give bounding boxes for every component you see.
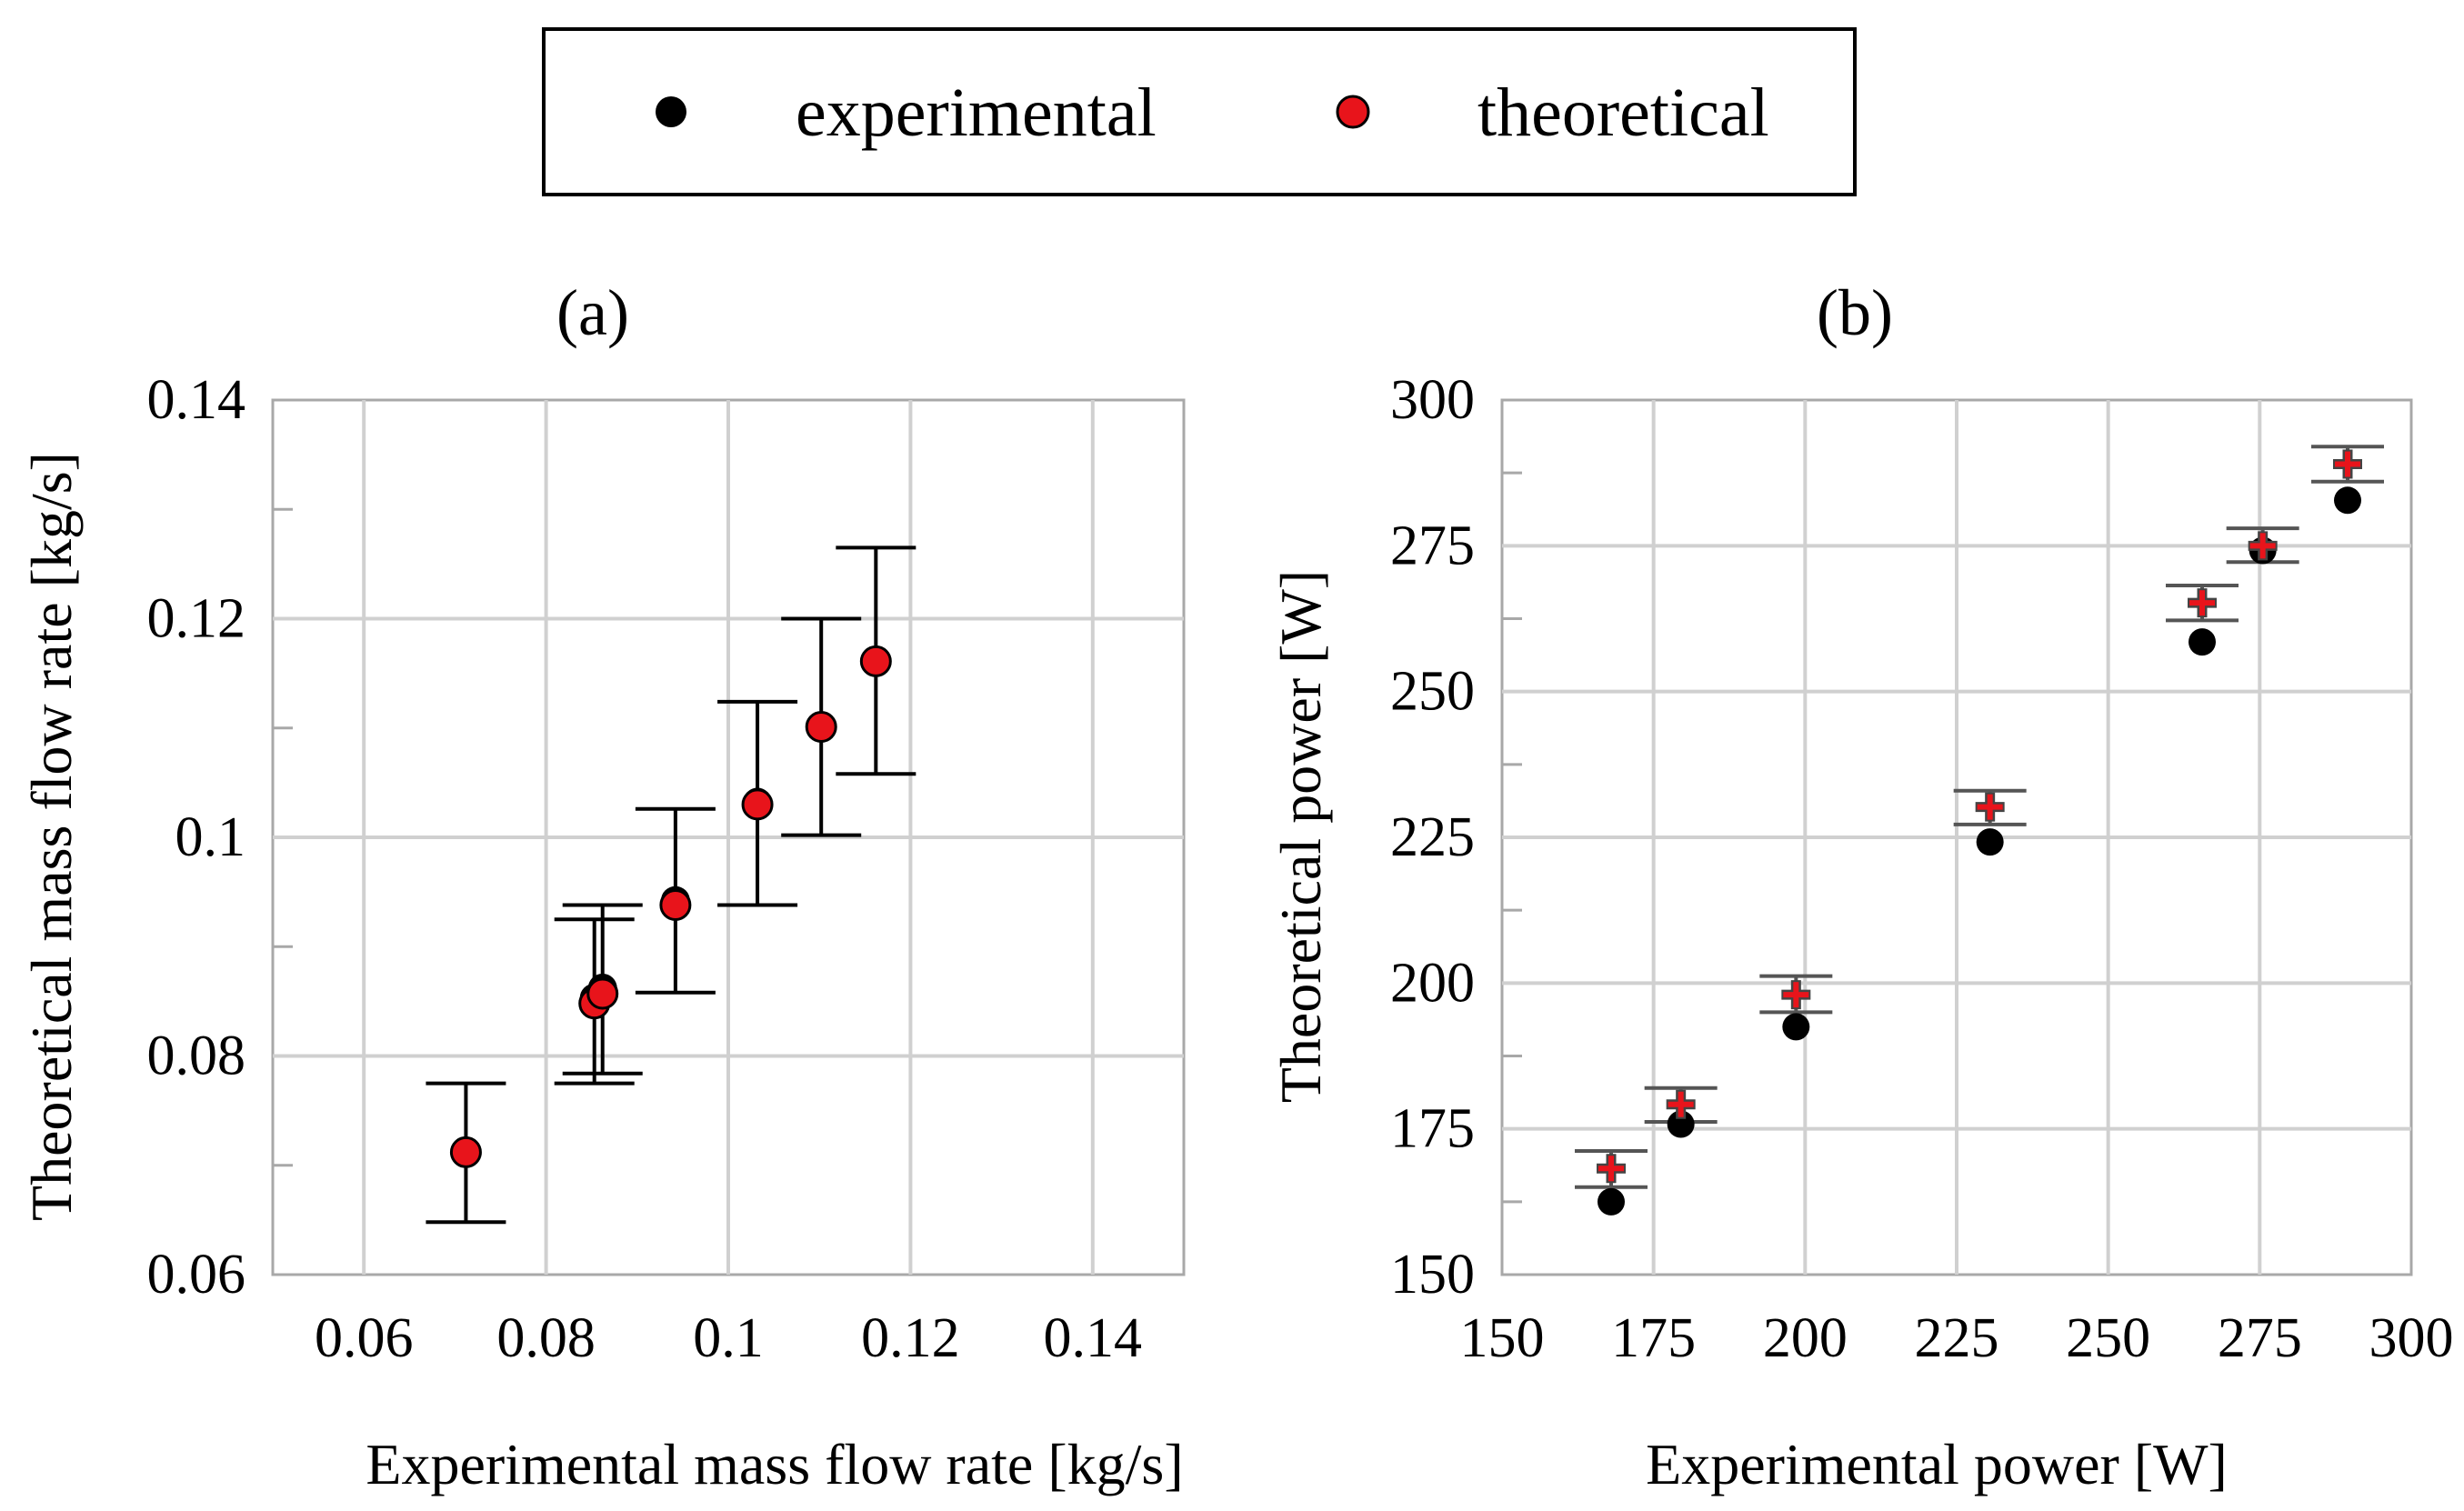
panel-a-y-axis-title: Theoretical mass flow rate [kg/s]: [19, 452, 84, 1221]
panel-b-theoretical-point: [1597, 1154, 1626, 1184]
panel-a: (a) 0.06 0.08 0.1 0.12 0.140.060.080.10.120.…: [19, 276, 1186, 1496]
panel-a-theoretical-point: [659, 889, 692, 922]
panel-b-y-tick-label: 150: [1390, 1244, 1475, 1306]
panel-b-experimental-point: [2189, 628, 2216, 656]
panel-b-marks: [1575, 445, 2384, 1216]
panel-a-y-tick-label: 0.08: [147, 1026, 246, 1087]
panel-b-y-axis-title: Theoretical power [W]: [1268, 570, 1333, 1103]
legend-experimental-marker: [656, 96, 686, 127]
panel-a-x-tick-label: 0.12: [861, 1307, 960, 1369]
panel-a-x-tick-label: 0.06: [315, 1307, 414, 1369]
panel-a-x-axis-title: Experimental mass flow rate [kg/s]: [366, 1432, 1183, 1496]
panel-a-y-tick-label: 0.1: [175, 806, 246, 868]
panel-a-ticks: 0.06 0.08 0.1 0.12 0.14 0.06 0.08 0.1 0.12 0.14: [147, 369, 1143, 1369]
panel-a-theoretical-point: [741, 788, 774, 821]
panel-b-experimental-point: [1976, 828, 2004, 856]
panel-b-x-axis-title: Experimental power [W]: [1646, 1432, 2228, 1496]
panel-b-x-tick-label: 175: [1611, 1307, 1696, 1369]
legend-theoretical-marker: [1336, 95, 1370, 129]
panel-a-theoretical-point: [805, 711, 837, 744]
panel-b: (b) 150 175 200 225 250 275 300 150 175 200 225 250…: [1268, 276, 2454, 1496]
legend: experimental theoretical: [542, 27, 1857, 196]
panel-b-experimental-point: [1598, 1187, 1625, 1216]
panel-a-theoretical-point: [449, 1136, 482, 1168]
panel-a-title: (a): [556, 276, 629, 349]
panel-a-y-tick-label: 0.14: [147, 369, 246, 431]
legend-box: [542, 27, 1857, 196]
panel-b-experimental-point: [1667, 1110, 1695, 1138]
legend-experimental-label: experimental: [796, 75, 1157, 151]
panel-b-theoretical-point: [1666, 1089, 1696, 1119]
panel-b-theoretical-point: [1781, 980, 1811, 1010]
panel-b-theoretical-point: [2248, 531, 2278, 561]
legend-theoretical-label: theoretical: [1477, 75, 1769, 151]
panel-b-x-tick-label: 200: [1763, 1307, 1848, 1369]
panel-b-theoretical-point: [1975, 792, 2005, 822]
panel-b-x-tick-label: 300: [2369, 1307, 2454, 1369]
panel-b-y-tick-label: 225: [1390, 806, 1475, 868]
panel-a-x-tick-label: 0.14: [1044, 1307, 1143, 1369]
panel-b-x-tick-label: 275: [2218, 1307, 2302, 1369]
panel-b-title: (b): [1817, 276, 1893, 349]
panel-b-theoretical-point: [2188, 588, 2217, 618]
panel-b-experimental-point: [1782, 1013, 1810, 1041]
panel-a-x-tick-label: 0.1: [693, 1307, 764, 1369]
panel-a-y-tick-label: 0.12: [147, 588, 246, 650]
panel-b-y-tick-label: 175: [1390, 1098, 1475, 1160]
panel-a-theoretical-point: [859, 645, 892, 677]
panel-b-ticks: 150 175 200 225 250 275 300 150 175 200 225 250 275 3…: [1390, 369, 2454, 1369]
panel-b-y-tick-label: 250: [1390, 661, 1475, 723]
panel-a-marks: [426, 545, 916, 1225]
panel-a-y-tick-label: 0.06: [147, 1244, 246, 1306]
panel-a-x-tick-label: 0.08: [496, 1307, 596, 1369]
panel-b-theoretical-point: [2333, 449, 2362, 479]
panel-b-y-tick-label: 200: [1390, 952, 1475, 1014]
panel-b-x-tick-label: 225: [1915, 1307, 1999, 1369]
panel-b-y-tick-label: 275: [1390, 515, 1475, 576]
panel-b-x-tick-label: 150: [1460, 1307, 1545, 1369]
panel-b-y-tick-label: 300: [1390, 369, 1475, 431]
panel-a-grid: [271, 398, 1186, 1276]
panel-b-grid: [1500, 398, 2413, 1276]
panel-a-theoretical-point: [586, 977, 619, 1010]
panel-b-x-tick-label: 250: [2066, 1307, 2150, 1369]
panel-b-experimental-point: [2334, 486, 2361, 515]
